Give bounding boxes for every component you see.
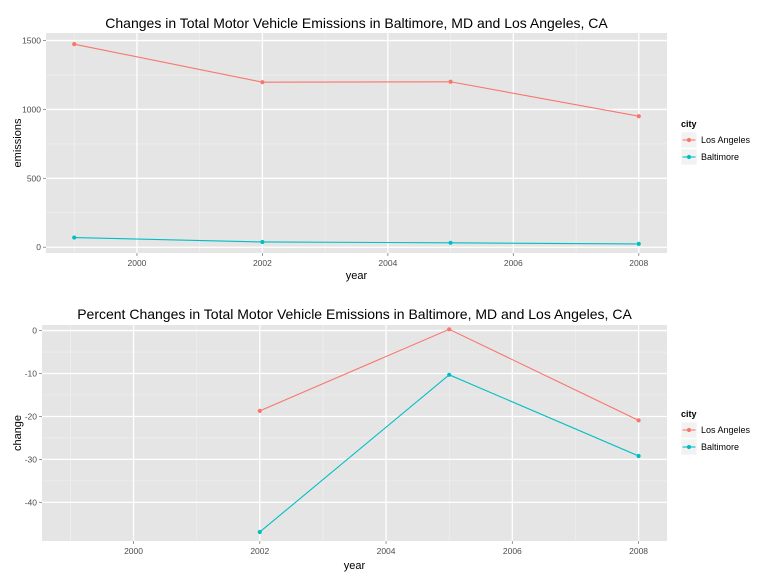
legend-key-point	[686, 154, 692, 160]
legend-title: city	[681, 119, 697, 129]
y-tick-label: -30	[25, 454, 38, 464]
x-tick-label: 2008	[629, 258, 648, 268]
data-point-los-angeles	[636, 418, 641, 423]
data-point-los-angeles	[260, 80, 265, 85]
data-point-baltimore	[260, 239, 265, 245]
legend: city Los Angeles Baltimore	[680, 119, 751, 166]
x-tick-label: 2004	[378, 258, 397, 268]
x-tick-label: 2002	[253, 258, 272, 268]
y-axis-title: emissions	[12, 118, 24, 167]
plot-background	[46, 33, 667, 253]
legend: city Los Angeles Baltimore	[680, 409, 751, 456]
plot-background	[42, 325, 667, 541]
x-tick-label: 2006	[503, 546, 522, 556]
data-point-baltimore	[636, 241, 641, 247]
y-tick-label: 0	[36, 242, 41, 252]
legend-key-point	[686, 444, 692, 450]
x-tick-label: 2004	[377, 546, 396, 556]
legend-label: Baltimore	[701, 152, 739, 162]
x-tick-label: 2006	[504, 258, 523, 268]
y-tick-label: 1000	[22, 104, 41, 114]
legend-key-point	[686, 137, 692, 143]
series-line-baltimore	[74, 237, 639, 245]
y-tick-label: 0	[32, 326, 37, 336]
data-point-baltimore	[448, 240, 453, 245]
data-point-los-angeles	[257, 408, 262, 413]
y-tick-label: -40	[25, 497, 38, 507]
data-point-los-angeles	[447, 327, 452, 332]
x-axis-title: year	[344, 560, 366, 572]
chart-title: Changes in Total Motor Vehicle Emissions…	[105, 15, 608, 31]
legend-label: Baltimore	[701, 442, 739, 452]
x-axis-title: year	[346, 270, 368, 282]
series-line-los-angeles	[74, 43, 639, 117]
data-point-baltimore	[72, 235, 77, 240]
data-point-baltimore	[636, 453, 641, 459]
legend-key-point	[686, 427, 692, 433]
chart-panel-1: 2000 2002 2004 2006 2008 0 500 1000 1500 Changes …	[12, 15, 751, 282]
chart-title: Percent Changes in Total Motor Vehicle E…	[77, 306, 632, 322]
data-point-baltimore	[447, 372, 452, 377]
y-tick-label: 500	[27, 173, 41, 183]
chart-panel-2: 2000 2002 2004 2006 2008 0 -10 -20 -30 -40 Percent…	[12, 306, 751, 572]
data-point-los-angeles	[448, 79, 453, 84]
x-tick-label: 2000	[124, 546, 143, 556]
y-tick-label: -10	[25, 369, 38, 379]
x-tick-label: 2000	[127, 258, 146, 268]
x-tick-label: 2008	[629, 546, 648, 556]
y-tick-label: -20	[25, 411, 38, 421]
data-point-baltimore	[257, 529, 262, 535]
legend-label: Los Angeles	[701, 425, 751, 435]
legend-label: Los Angeles	[701, 135, 751, 145]
x-tick-label: 2002	[250, 546, 269, 556]
data-point-los-angeles	[72, 42, 77, 47]
y-axis-title: change	[12, 415, 24, 451]
legend-title: city	[681, 409, 697, 419]
y-tick-label: 1500	[22, 36, 41, 46]
data-point-los-angeles	[636, 114, 641, 119]
